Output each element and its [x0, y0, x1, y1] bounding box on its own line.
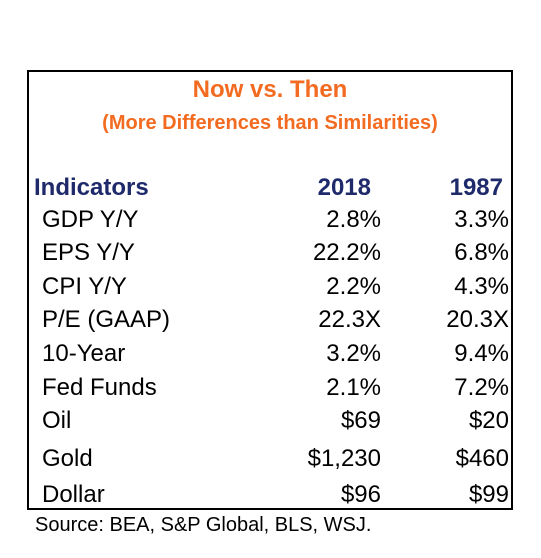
row-value-2018: 3.2%	[326, 340, 381, 367]
row-label: Dollar	[42, 481, 105, 508]
table-row: Dollar $96 $99	[29, 480, 511, 510]
table-row: Fed Funds 2.1% 7.2%	[29, 373, 511, 403]
table-row: CPI Y/Y 2.2% 4.3%	[29, 272, 511, 302]
table-row: P/E (GAAP) 22.3X 20.3X	[29, 305, 511, 335]
row-label: Oil	[42, 407, 72, 434]
row-value-2018: $96	[340, 481, 381, 508]
table-row: Oil $69 $20	[29, 406, 511, 436]
row-value-2018: 22.2%	[312, 239, 381, 266]
row-value-1987: $20	[468, 407, 509, 434]
row-value-2018: 2.2%	[326, 273, 381, 300]
table-row: GDP Y/Y 2.8% 3.3%	[29, 205, 511, 235]
row-value-1987: 3.3%	[454, 206, 509, 233]
indicators-table: Indicators 2018 1987 GDP Y/Y 2.8% 3.3% E…	[29, 72, 511, 508]
row-value-1987: 7.2%	[454, 374, 509, 401]
row-value-2018: $1,230	[307, 445, 381, 472]
row-label: P/E (GAAP)	[42, 306, 171, 333]
row-value-1987: 6.8%	[454, 239, 509, 266]
row-value-2018: $69	[340, 407, 381, 434]
row-label: CPI Y/Y	[42, 273, 127, 300]
row-value-1987: 4.3%	[454, 273, 509, 300]
row-value-1987: 9.4%	[454, 340, 509, 367]
row-value-1987: $99	[468, 481, 509, 508]
row-value-2018: 22.3X	[318, 306, 381, 333]
comparison-panel: Now vs. Then (More Differences than Simi…	[27, 70, 513, 510]
table-row: Gold $1,230 $460	[29, 444, 511, 474]
row-label: GDP Y/Y	[42, 206, 139, 233]
source-note: Source: BEA, S&P Global, BLS, WSJ.	[35, 514, 372, 536]
row-value-2018: 2.1%	[326, 374, 381, 401]
row-label: Fed Funds	[42, 374, 157, 401]
header-indicators: Indicators	[34, 174, 149, 201]
table-row: EPS Y/Y 22.2% 6.8%	[29, 238, 511, 268]
panel-subtitle: (More Differences than Similarities)	[102, 112, 438, 134]
table-row: 10-Year 3.2% 9.4%	[29, 339, 511, 369]
row-label: EPS Y/Y	[42, 239, 135, 266]
row-label: Gold	[42, 445, 93, 472]
row-value-2018: 2.8%	[326, 206, 381, 233]
row-value-1987: $460	[455, 445, 509, 472]
panel-title: Now vs. Then	[192, 76, 348, 103]
table-header-row: Indicators 2018 1987	[29, 173, 511, 203]
header-1987: 1987	[449, 174, 503, 201]
header-2018: 2018	[317, 174, 371, 201]
row-label: 10-Year	[42, 340, 126, 367]
row-value-1987: 20.3X	[446, 306, 509, 333]
